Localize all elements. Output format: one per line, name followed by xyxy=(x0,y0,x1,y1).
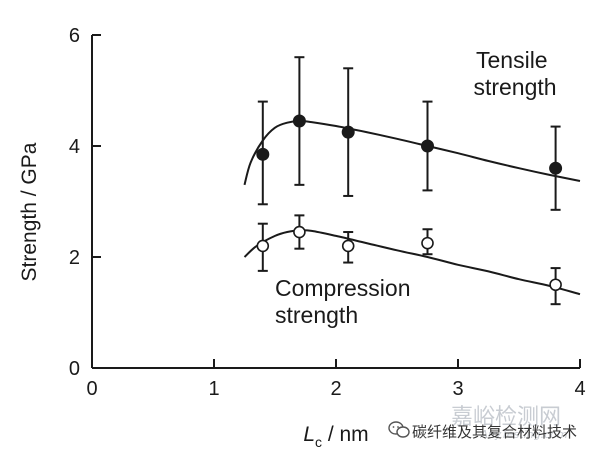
x-ticks: 0 1 2 3 4 xyxy=(86,359,586,400)
y-ticks: 0 2 4 6 xyxy=(69,25,101,380)
y-tick-label: 0 xyxy=(69,358,80,380)
tensile-data-point xyxy=(292,114,306,128)
y-tick-label: 4 xyxy=(69,136,80,158)
tensile-data-point xyxy=(256,147,270,161)
series-labels: Tensile strength Compression strength xyxy=(275,47,557,328)
compression-data-point xyxy=(256,239,270,253)
y-axis-label: Strength / GPa xyxy=(18,142,41,281)
y-tick-label: 2 xyxy=(69,247,80,269)
tensile-series-label: Tensile strength xyxy=(473,47,556,100)
compression-data-point xyxy=(293,225,306,239)
x-axis-label-subscript: c xyxy=(315,434,322,450)
x-axis-label-unit: / nm xyxy=(322,423,369,446)
compression-data-point xyxy=(421,236,434,250)
watermark-site-sub: AnyTesting.com xyxy=(479,428,567,441)
x-tick-label: 0 xyxy=(86,378,97,400)
x-tick-label: 1 xyxy=(208,378,219,400)
x-axis-label-symbol: L xyxy=(303,423,315,446)
wechat-icon xyxy=(388,421,410,438)
compression-data-point xyxy=(549,278,562,292)
x-axis-label: Lc / nm xyxy=(303,423,368,450)
tensile-data-point xyxy=(421,139,434,153)
tensile-fit-curve xyxy=(243,119,581,186)
y-tick-label: 6 xyxy=(69,25,80,47)
plot-layer xyxy=(243,56,581,306)
x-tick-label: 3 xyxy=(452,378,463,400)
x-tick-label: 4 xyxy=(574,378,585,400)
watermark: 嘉峪检测网 AnyTesting.com 碳纤维及其复合材料技术 xyxy=(388,405,577,441)
compression-series xyxy=(243,214,581,306)
compression-data-point xyxy=(341,239,355,253)
tensile-data-point xyxy=(341,125,355,139)
watermark-channel-text: 碳纤维及其复合材料技术 xyxy=(412,423,577,441)
watermark-site-text: 嘉峪检测网 xyxy=(451,405,561,430)
compression-series-label: Compression strength xyxy=(275,275,417,328)
compression-fit-curve xyxy=(243,229,581,296)
tensile-series xyxy=(243,56,581,211)
tensile-data-point xyxy=(549,161,563,175)
x-tick-label: 2 xyxy=(330,378,341,400)
